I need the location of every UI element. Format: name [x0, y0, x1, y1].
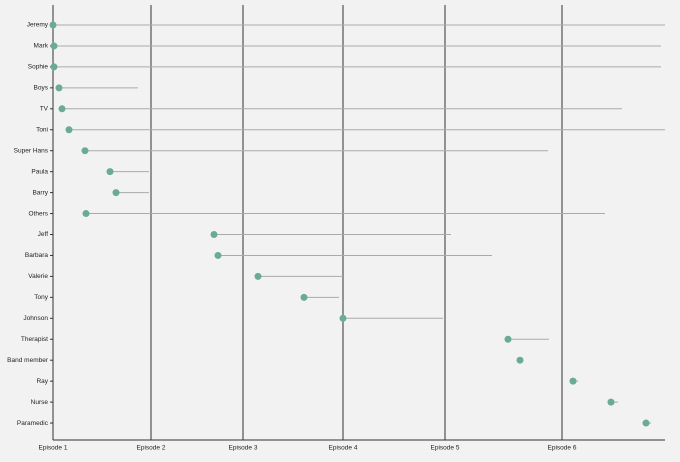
start-dot: [210, 231, 218, 238]
y-tick-label: Toni: [36, 126, 48, 133]
y-tick-label: Barbara: [25, 252, 49, 259]
start-dot: [504, 335, 512, 343]
y-tick-label: Mark: [34, 43, 49, 50]
start-dot: [50, 63, 58, 71]
x-tick-label: Episode 2: [137, 445, 166, 452]
start-dot: [106, 168, 114, 176]
start-dot: [254, 272, 262, 280]
y-tick-label: Sophie: [28, 64, 49, 71]
y-tick-label: TV: [40, 106, 49, 113]
y-tick-label: Nurse: [31, 399, 49, 406]
y-tick-label: Ray: [36, 378, 48, 385]
y-tick-label: Boys: [34, 85, 49, 92]
y-tick-label: Barry: [32, 189, 48, 196]
start-dot: [607, 398, 615, 406]
x-tick-label: Episode 3: [229, 445, 258, 452]
x-tick-label: Episode 5: [431, 445, 460, 452]
y-tick-label: Others: [28, 210, 48, 217]
start-dot: [55, 84, 63, 92]
x-tick-label: Episode 1: [39, 445, 68, 452]
x-tick-label: Episode 6: [548, 445, 577, 452]
y-tick-label: Jeremy: [27, 22, 49, 29]
start-dot: [642, 419, 650, 427]
start-dot: [81, 147, 89, 155]
start-dot: [214, 251, 222, 259]
start-dot: [82, 210, 90, 218]
y-tick-label: Paramedic: [17, 420, 49, 427]
start-dot: [569, 377, 577, 385]
start-dot: [112, 189, 120, 197]
y-tick-label: Valerie: [28, 273, 48, 280]
y-tick-label: Tony: [34, 294, 48, 301]
start-dot: [58, 105, 66, 113]
y-tick-label: Johnson: [23, 315, 48, 322]
start-dot: [49, 21, 57, 29]
start-dot: [339, 314, 347, 322]
start-dot: [50, 42, 58, 50]
y-tick-label: Band member: [7, 357, 49, 364]
y-tick-label: Jeff: [38, 231, 49, 238]
y-tick-label: Paula: [31, 168, 48, 175]
y-tick-label: Therapist: [21, 336, 48, 343]
x-tick-label: Episode 4: [329, 445, 358, 452]
start-dot: [300, 293, 308, 301]
start-dot: [65, 126, 73, 134]
y-tick-label: Super Hans: [14, 147, 49, 154]
start-dot: [516, 356, 524, 364]
